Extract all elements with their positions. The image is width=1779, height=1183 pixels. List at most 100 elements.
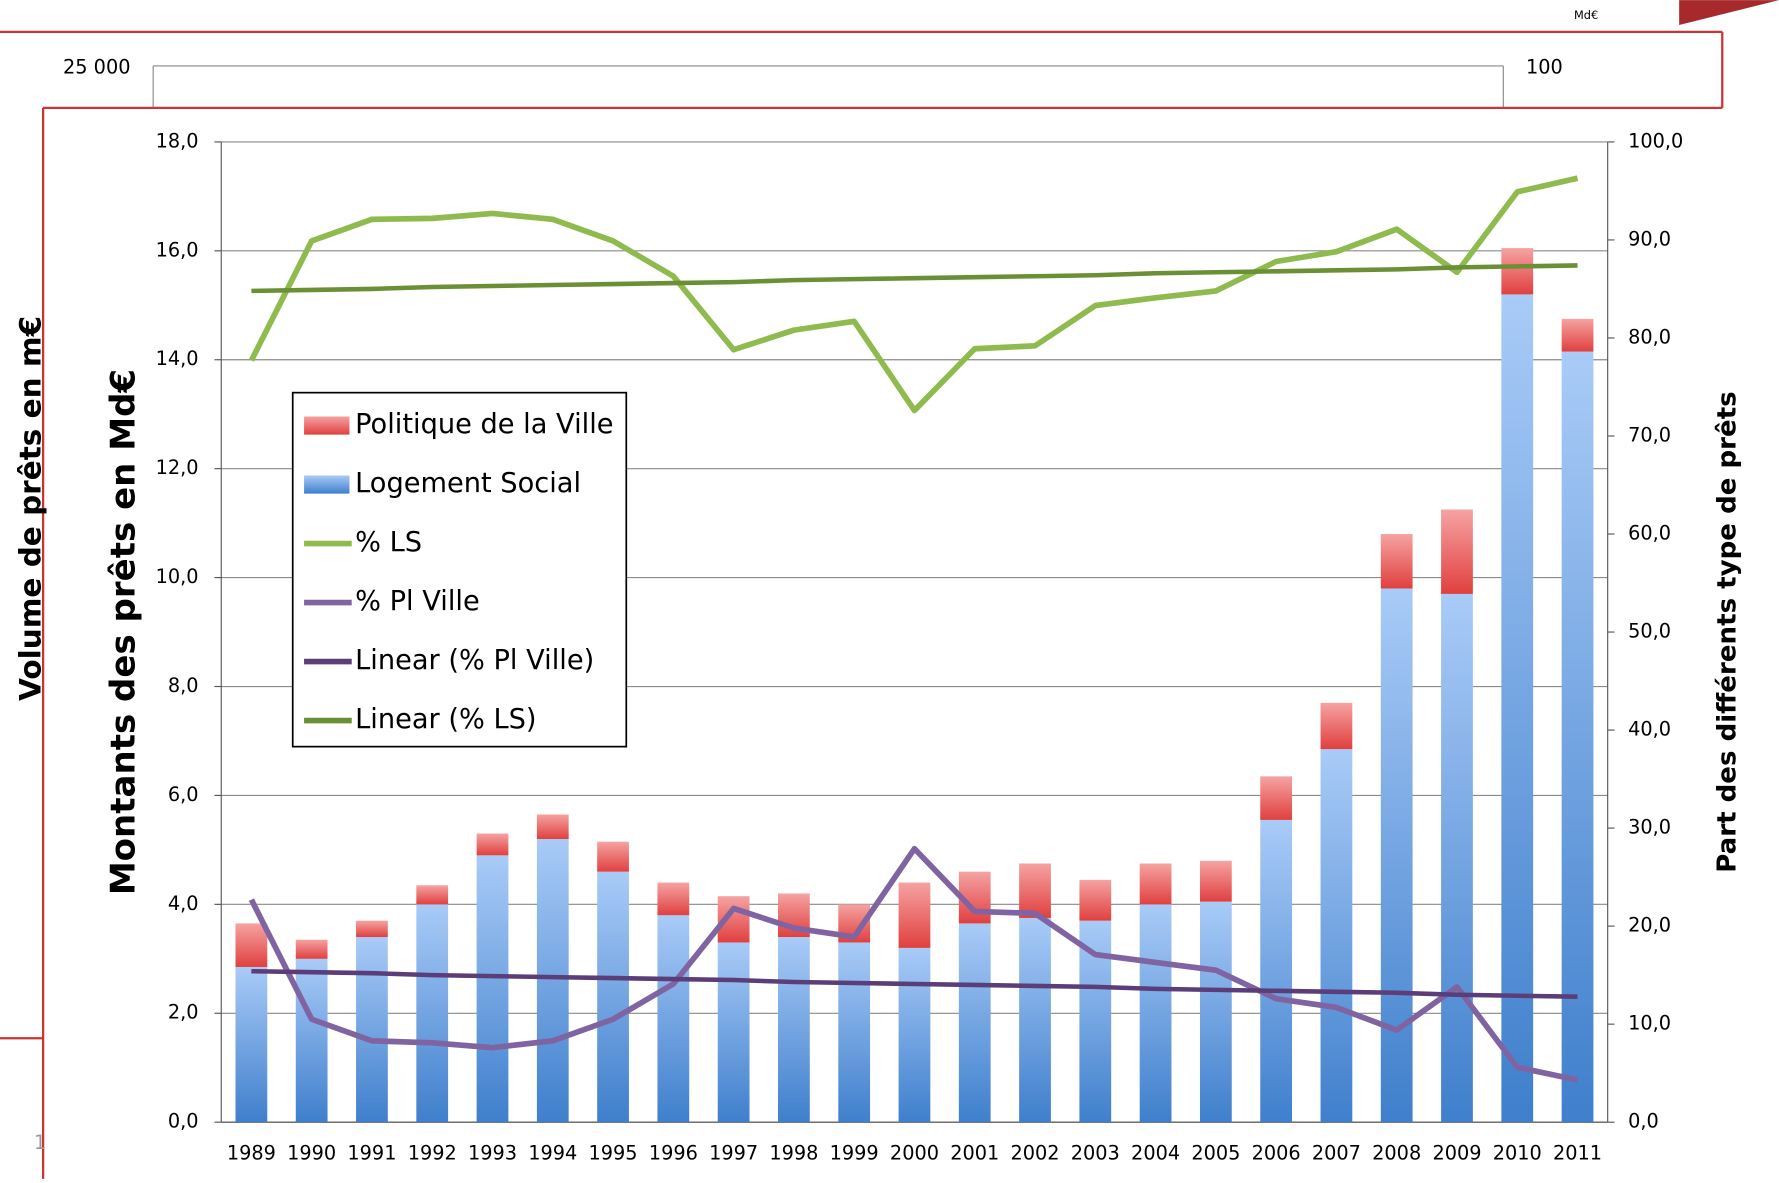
legend-label: Linear (% Pl Ville) <box>355 645 594 676</box>
bar <box>235 923 268 967</box>
bar <box>717 942 750 1123</box>
bg-axis-label: Volume de prêts en m€ <box>13 316 47 701</box>
bar <box>416 885 449 905</box>
y-axis-title: Montants des prêts en Md€ <box>103 369 143 895</box>
bar <box>1019 917 1051 1123</box>
y2-axis-title: Part des différents type de prêts <box>1712 391 1742 873</box>
x-tick-label: 1994 <box>528 1141 577 1164</box>
x-tick-label: 1992 <box>408 1141 457 1164</box>
x-tick-label: 2007 <box>1312 1141 1361 1164</box>
bar <box>958 923 991 1123</box>
bar <box>1380 588 1413 1123</box>
legend-swatch <box>304 416 350 435</box>
y-tick-label: 8,0 <box>168 674 199 697</box>
legend-label: Logement Social <box>355 468 581 499</box>
legend-label: % Pl Ville <box>355 586 480 617</box>
bar <box>295 958 328 1123</box>
bg-tick: 100 <box>1526 56 1563 79</box>
bar <box>1501 294 1534 1123</box>
bar <box>597 871 629 1123</box>
bar <box>295 939 328 959</box>
x-tick-label: 2010 <box>1493 1141 1542 1164</box>
bar <box>1260 776 1293 820</box>
bar <box>235 966 268 1123</box>
bar <box>476 833 509 856</box>
bar <box>838 942 871 1123</box>
y-tick-label: 10,0 <box>156 565 199 588</box>
x-tick-label: 2004 <box>1131 1141 1180 1164</box>
bar <box>1260 819 1293 1123</box>
y-tick-label: 6,0 <box>168 783 199 806</box>
y2-tick-label: 50,0 <box>1628 620 1671 643</box>
x-tick-label: 1995 <box>589 1141 638 1164</box>
x-tick-label: 1997 <box>709 1141 758 1164</box>
x-tick-label: 2008 <box>1372 1141 1421 1164</box>
x-tick-label: 1993 <box>468 1141 517 1164</box>
bg-page-number: 1 <box>34 1131 46 1154</box>
y-tick-label: 12,0 <box>156 456 199 479</box>
bar <box>1441 509 1473 594</box>
legend-label: % LS <box>355 527 422 558</box>
bar <box>1380 534 1413 589</box>
y2-tick-label: 30,0 <box>1628 816 1671 839</box>
bar <box>1320 702 1353 750</box>
x-tick-label: 2011 <box>1553 1141 1602 1164</box>
y2-tick-label: 20,0 <box>1628 914 1671 937</box>
x-tick-label: 1991 <box>347 1141 396 1164</box>
x-tick-label: 1989 <box>227 1141 276 1164</box>
bar <box>476 855 509 1123</box>
x-tick-label: 2000 <box>890 1141 939 1164</box>
legend-label: Politique de la Ville <box>355 409 613 440</box>
x-tick-label: 1996 <box>649 1141 698 1164</box>
x-tick-label: 1999 <box>830 1141 879 1164</box>
bar <box>898 882 931 948</box>
x-tick-label: 2001 <box>950 1141 999 1164</box>
y2-tick-label: 80,0 <box>1628 325 1671 348</box>
bar <box>778 937 810 1123</box>
bar <box>1501 248 1534 295</box>
line-series <box>251 968 1578 999</box>
y-tick-label: 2,0 <box>168 1001 199 1024</box>
bar <box>1139 904 1172 1123</box>
y2-tick-label: 100,0 <box>1628 129 1683 152</box>
y2-tick-label: 0,0 <box>1628 1110 1659 1133</box>
legend-swatch <box>304 475 350 494</box>
x-tick-label: 1990 <box>287 1141 336 1164</box>
bar <box>1320 749 1353 1123</box>
y-tick-label: 16,0 <box>156 238 199 261</box>
y2-tick-label: 70,0 <box>1628 423 1671 446</box>
bar <box>1079 879 1112 921</box>
y-tick-label: 14,0 <box>156 347 199 370</box>
bar <box>1079 920 1112 1123</box>
bg-tick: 25 000 <box>63 56 130 79</box>
y-tick-label: 4,0 <box>168 892 199 915</box>
bar <box>1561 351 1594 1123</box>
line-series <box>251 263 1578 294</box>
bar <box>356 937 388 1123</box>
bar <box>657 882 690 916</box>
x-tick-label: 2006 <box>1252 1141 1301 1164</box>
bar <box>1139 863 1172 905</box>
y2-tick-label: 40,0 <box>1628 718 1671 741</box>
y-tick-label: 18,0 <box>156 129 199 152</box>
x-tick-label: 2005 <box>1191 1141 1240 1164</box>
line-series <box>248 845 1579 1083</box>
legend-box <box>291 391 628 748</box>
bar <box>597 841 629 872</box>
line-series <box>248 175 1579 414</box>
bar <box>1019 863 1051 918</box>
bg-unit: Md€ <box>1574 8 1598 22</box>
y2-tick-label: 90,0 <box>1628 227 1671 250</box>
bar <box>657 915 690 1123</box>
x-tick-label: 2002 <box>1011 1141 1060 1164</box>
bar <box>1441 593 1473 1123</box>
y2-tick-label: 60,0 <box>1628 522 1671 545</box>
bar <box>1561 318 1594 352</box>
bar <box>898 947 931 1123</box>
bar <box>416 904 449 1123</box>
bar <box>1199 901 1232 1123</box>
x-tick-label: 2003 <box>1071 1141 1120 1164</box>
y-tick-label: 0,0 <box>168 1110 199 1133</box>
